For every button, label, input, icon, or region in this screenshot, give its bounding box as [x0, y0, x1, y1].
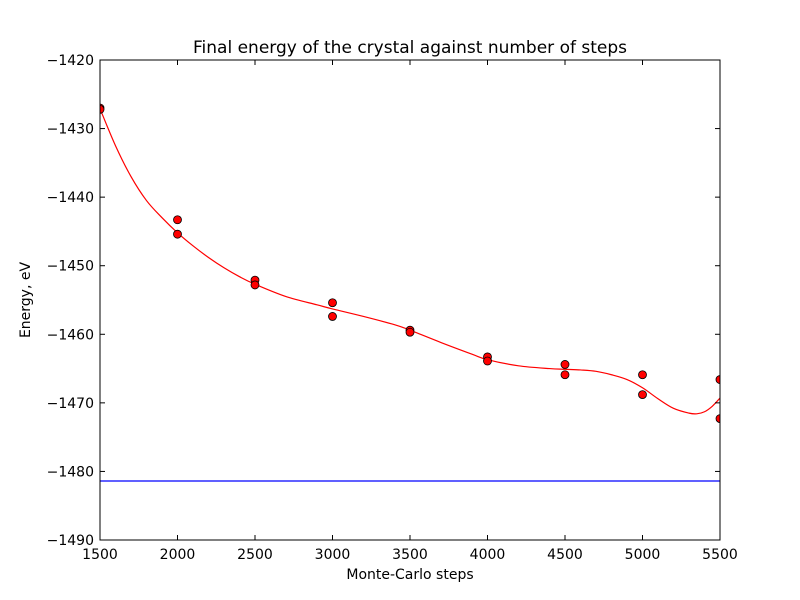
data-point: [173, 229, 182, 239]
data-point: [638, 370, 647, 380]
data-point: [405, 327, 415, 337]
x-tick-label: 3500: [392, 547, 428, 563]
data-point: [250, 280, 260, 290]
y-tick-label: −1450: [47, 259, 94, 275]
data-point: [560, 370, 570, 380]
y-tick-label: −1470: [47, 396, 94, 412]
x-tick-label: 1500: [82, 547, 118, 563]
data-point: [328, 298, 337, 308]
y-axis-label: Energy, eV: [18, 262, 34, 339]
data-point: [560, 360, 570, 369]
fit-curve: [100, 108, 720, 415]
data-point: [328, 312, 337, 321]
data-point: [483, 356, 492, 366]
y-tick-label: −1460: [47, 327, 94, 343]
x-tick-label: 4500: [547, 547, 583, 563]
data-point: [100, 104, 105, 114]
y-tick-label: −1430: [47, 122, 94, 138]
x-tick-label: 3000: [315, 547, 351, 563]
y-axis-ticks: −1420 −1430 −1440 −1450 −1460 −1470 −1480 −1490: [47, 53, 720, 549]
x-tick-label: 4000: [470, 547, 506, 563]
data-point: [715, 414, 720, 424]
data-point: [173, 215, 182, 225]
x-tick-label: 2500: [237, 547, 273, 563]
data-point: [715, 375, 720, 384]
x-axis-ticks: 1500 2000 2500 3000 3500 4000 4500 5000 5500: [82, 60, 738, 563]
x-tick-label: 5500: [702, 547, 738, 563]
x-tick-label: 2000: [160, 547, 196, 563]
data-point: [638, 390, 647, 400]
chart-title: Final energy of the crystal against numb…: [193, 38, 627, 58]
fit-curve-layer: [100, 108, 720, 415]
y-tick-label: −1420: [47, 53, 94, 69]
x-axis-label: Monte-Carlo steps: [346, 567, 473, 583]
x-tick-label: 5000: [625, 547, 661, 563]
data-points-layer: [100, 103, 720, 424]
plot-area: [100, 60, 720, 540]
y-tick-label: −1480: [47, 464, 94, 480]
y-tick-label: −1490: [47, 533, 94, 549]
y-tick-label: −1440: [47, 190, 94, 206]
